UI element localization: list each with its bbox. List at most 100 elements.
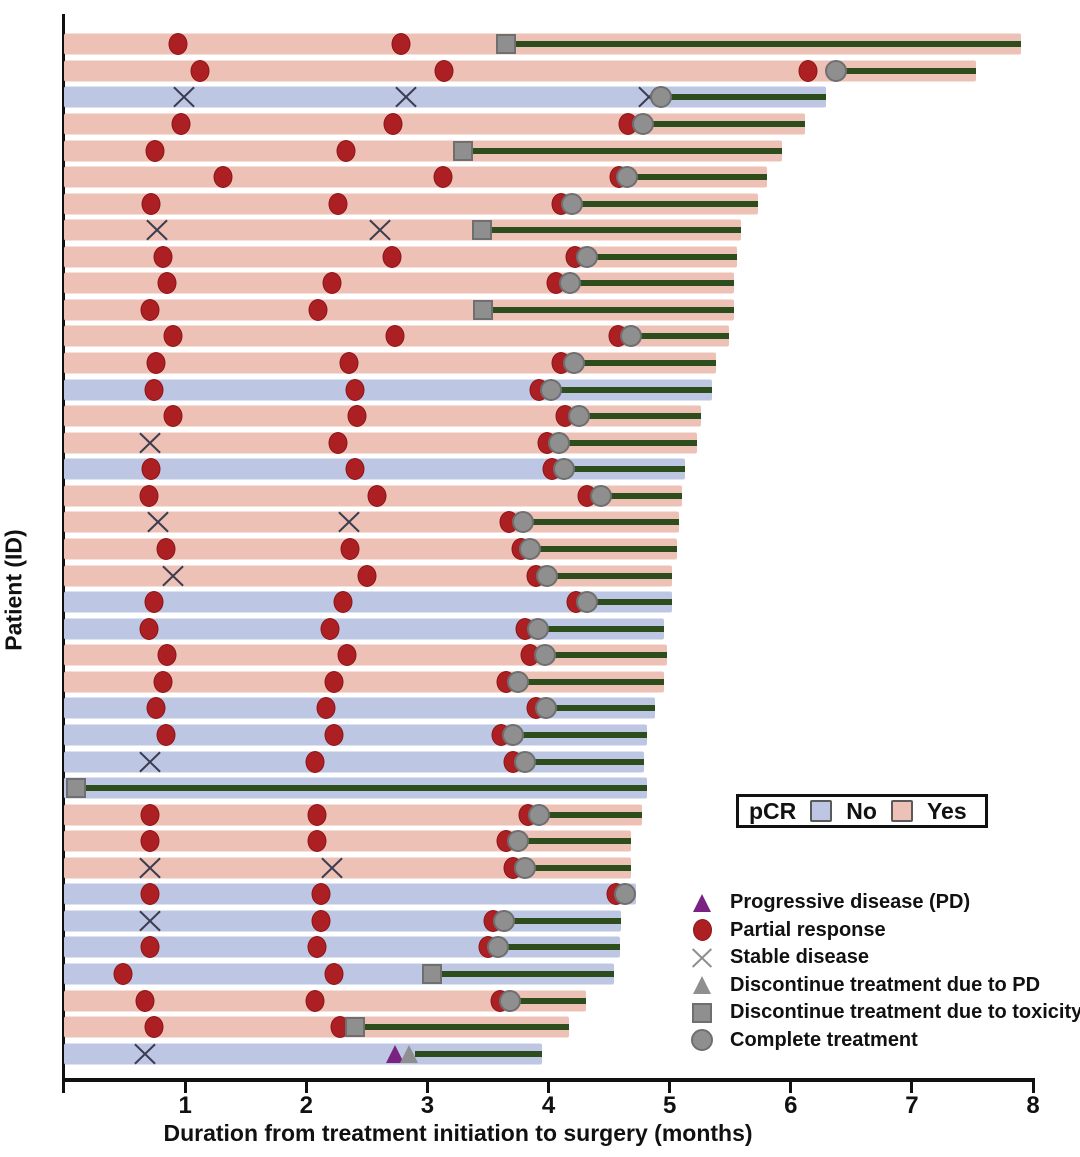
patient-row-14: [64, 376, 1033, 403]
patient-row-8: [64, 217, 1033, 244]
discontinue-toxicity-marker: [692, 1002, 712, 1023]
patient-row-38: [64, 1014, 1033, 1041]
complete-treatment-marker: [650, 86, 673, 109]
post-treatment-line: [544, 652, 668, 659]
post-treatment-line: [550, 386, 713, 393]
pcr-yes-label: Yes: [926, 797, 967, 824]
patient-row-29: [64, 775, 1033, 802]
pcr-no-label: No: [846, 797, 877, 824]
partial-response-marker: [383, 112, 403, 135]
duration-bar: [64, 618, 664, 640]
partial-response-marker: [140, 803, 160, 826]
partial-response-marker: [139, 484, 159, 507]
x-tick-label-1: 1: [178, 1092, 192, 1119]
partial-response-marker: [163, 325, 183, 348]
partial-response-marker: [135, 989, 155, 1012]
post-treatment-line: [546, 705, 656, 712]
x-tick-7: [910, 1082, 914, 1093]
complete-treatment-marker: [576, 591, 599, 614]
duration-bar: [64, 458, 686, 480]
patient-row-39: [64, 1040, 1033, 1067]
complete-treatment-marker: [533, 644, 556, 667]
complete-treatment-marker: [498, 989, 521, 1012]
patient-row-2: [64, 58, 1033, 85]
partial-response-marker: [433, 166, 453, 189]
post-treatment-line: [497, 944, 620, 951]
partial-response-marker: [328, 431, 348, 454]
partial-response-marker: [798, 59, 818, 82]
post-treatment-line: [518, 838, 631, 845]
complete-treatment-marker: [502, 723, 525, 746]
complete-treatment-marker: [553, 458, 576, 481]
patient-row-27: [64, 722, 1033, 749]
complete-treatment-marker: [514, 856, 537, 879]
stable-disease-marker: [139, 432, 161, 454]
legend-label: Discontinue treatment due to PD: [730, 973, 1041, 996]
partial-response-marker: [146, 352, 166, 375]
x-tick-label-8: 8: [1026, 1092, 1040, 1119]
patient-row-37: [64, 987, 1033, 1014]
patient-row-28: [64, 748, 1033, 775]
patient-row-9: [64, 244, 1033, 271]
patient-row-30: [64, 801, 1033, 828]
patient-row-26: [64, 695, 1033, 722]
partial-response-marker: [140, 883, 160, 906]
patient-row-13: [64, 350, 1033, 377]
duration-bar: [64, 140, 783, 162]
partial-response-marker: [336, 139, 356, 162]
patient-row-4: [64, 111, 1033, 138]
pcr-legend-title: pCR: [749, 797, 797, 824]
complete-treatment-icon: [688, 1028, 716, 1052]
patient-row-25: [64, 669, 1033, 696]
post-treatment-line: [587, 253, 738, 260]
partial-response-marker: [311, 883, 331, 906]
legend-item-pr: Partial response: [688, 917, 1080, 945]
pcr-legend: pCR No Yes: [736, 794, 988, 828]
post-treatment-line: [509, 997, 587, 1004]
partial-response-marker: [434, 59, 454, 82]
complete-treatment-marker: [527, 803, 550, 826]
complete-treatment-marker: [576, 245, 599, 268]
patient-row-31: [64, 828, 1033, 855]
legend-label: Partial response: [730, 918, 886, 941]
partial-response-marker: [145, 139, 165, 162]
patient-row-23: [64, 615, 1033, 642]
patient-row-21: [64, 562, 1033, 589]
complete-treatment-marker: [589, 484, 612, 507]
post-treatment-line: [513, 731, 647, 738]
legend-item-sd: Stable disease: [688, 944, 1080, 972]
duration-bar: [64, 697, 656, 719]
complete-treatment-marker: [824, 59, 847, 82]
post-treatment-line: [570, 280, 734, 287]
complete-treatment-marker: [567, 405, 590, 428]
stable-disease-marker: [321, 857, 343, 879]
partial-response-marker: [140, 298, 160, 321]
partial-response-marker: [347, 405, 367, 428]
partial-response-marker: [305, 989, 325, 1012]
post-treatment-line: [481, 227, 742, 234]
patient-row-20: [64, 536, 1033, 563]
partial-response-marker: [307, 936, 327, 959]
post-treatment-line: [661, 94, 826, 101]
partial-response-marker: [345, 378, 365, 401]
post-treatment-line: [835, 67, 977, 74]
stable-disease-marker: [139, 857, 161, 879]
progressive-disease-marker: [693, 893, 711, 912]
x-tick-label-4: 4: [541, 1092, 556, 1119]
partial-response-marker: [333, 591, 353, 614]
complete-treatment-marker: [492, 909, 515, 932]
discontinue-toxicity-marker: [496, 34, 517, 55]
partial-response-marker: [213, 166, 233, 189]
duration-bar: [64, 990, 587, 1012]
y-axis-line: [62, 14, 65, 1081]
patient-row-17: [64, 456, 1033, 483]
legend-item-pd: Progressive disease (PD): [688, 889, 1080, 917]
x-tick-3: [425, 1082, 429, 1093]
x-tick-label-2: 2: [299, 1092, 313, 1119]
duration-bar: [64, 883, 636, 905]
partial-response-marker: [190, 59, 210, 82]
legend-label: Discontinue treatment due to toxicity: [730, 1001, 1080, 1024]
partial-response-marker: [345, 458, 365, 481]
partial-response-marker: [324, 723, 344, 746]
